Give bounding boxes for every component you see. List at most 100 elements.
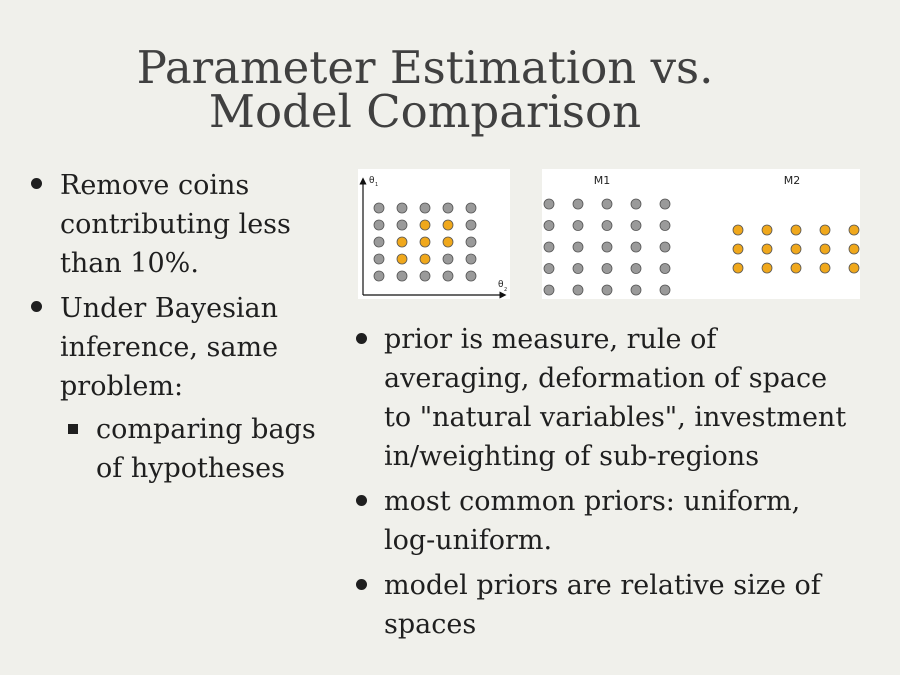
highlighted-parameter-dot (419, 219, 431, 231)
model-1-dot (543, 220, 555, 231)
bullet-item: Remove coins contributing less than 10%. (31, 166, 340, 283)
parameter-dot (442, 202, 454, 214)
model-1-dot (601, 263, 613, 274)
highlighted-parameter-dot (419, 253, 431, 265)
bullet-text: most common priors: uniform, log-uniform… (384, 486, 801, 556)
model-2-dot (761, 262, 773, 274)
parameter-grid-plot: θ 1 θ 2 (359, 176, 507, 299)
model-1-dot (630, 241, 642, 253)
model-2-dot (790, 243, 802, 255)
parameter-dot (396, 270, 408, 282)
model-2-dot (819, 224, 831, 236)
bullet-text: Under Bayesian inference, same problem: (60, 293, 279, 402)
model-comparison-plot: M1 M2 (543, 174, 860, 296)
model-1-dot (659, 284, 671, 296)
bullet-dot-icon (31, 178, 42, 189)
parameter-dot (465, 202, 477, 214)
slide-title-line-2: Model Comparison (208, 85, 642, 138)
bullet-item: Under Bayesian inference, same problem: … (31, 289, 340, 488)
model-2-dot (790, 224, 802, 236)
model-1-dot (659, 263, 671, 274)
slide-title: Parameter Estimation vs. Model Compariso… (0, 41, 850, 138)
model-1-dot (572, 284, 584, 296)
highlighted-parameter-dot (442, 236, 454, 248)
sub-bullet-text: comparing bags of hypotheses (96, 414, 316, 484)
model-1-dot (601, 284, 613, 296)
model-1-dot (543, 241, 555, 253)
right-bullet-list: prior is measure, rule of averaging, def… (356, 320, 854, 650)
model-comparison-figure: M1 M2 (542, 169, 860, 299)
sub-bullet-item: comparing bags of hypotheses (60, 410, 340, 488)
parameter-dot (373, 202, 385, 214)
parameter-dot (465, 236, 477, 248)
model-1-dot (659, 241, 671, 253)
model-1-dot (543, 198, 555, 210)
y-axis-label-sub: 1 (375, 182, 378, 188)
model-2-dots (732, 224, 860, 274)
model-2-dot (761, 224, 773, 236)
parameter-dot (373, 236, 385, 248)
parameter-dot (373, 253, 385, 265)
model-2-dot (732, 243, 744, 255)
model-2-dot (819, 243, 831, 255)
bullet-text: prior is measure, rule of averaging, def… (384, 324, 847, 472)
model-1-dot (601, 198, 613, 210)
parameter-dot (396, 202, 408, 214)
bullet-dot-icon (31, 301, 42, 312)
highlighted-parameter-dot (396, 236, 408, 248)
model-2-dot (790, 262, 802, 274)
model-2-dot (848, 262, 860, 274)
model-2-dot (848, 243, 860, 255)
model-2-dot (732, 262, 744, 274)
model-1-dot (659, 220, 671, 231)
slide-title-line-1: Parameter Estimation vs. (136, 41, 714, 94)
model-1-dot (630, 198, 642, 210)
model-1-dot (543, 284, 555, 296)
bullet-text: model priors are relative size of spaces (384, 570, 821, 640)
parameter-dot (396, 219, 408, 231)
x-axis-label: θ (498, 280, 504, 290)
parameter-dot (419, 270, 431, 282)
highlighted-parameter-dot (419, 236, 431, 248)
bullet-item: prior is measure, rule of averaging, def… (356, 320, 854, 476)
parameter-dot (465, 219, 477, 231)
parameter-grid-figure: θ 1 θ 2 (358, 169, 510, 299)
parameter-dots (373, 202, 477, 282)
y-axis-label: θ (369, 176, 375, 186)
model-1-dot (572, 220, 584, 231)
model-1-dot (659, 198, 671, 210)
parameter-dot (465, 270, 477, 282)
sub-bullet-list: comparing bags of hypotheses (60, 410, 340, 488)
bullet-text: Remove coins contributing less than 10%. (60, 170, 291, 279)
x-axis-label-sub: 2 (504, 287, 507, 293)
model-2-dot (732, 224, 744, 236)
model-2-dot (848, 224, 860, 236)
parameter-dot (373, 219, 385, 231)
left-bullet-list: Remove coins contributing less than 10%.… (31, 166, 340, 494)
highlighted-parameter-dot (442, 219, 454, 231)
bullet-item: most common priors: uniform, log-uniform… (356, 482, 854, 560)
parameter-dot (465, 253, 477, 265)
model-1-label: M1 (594, 174, 611, 187)
parameter-dot (373, 270, 385, 282)
model-2-dot (761, 243, 773, 255)
model-1-dot (601, 220, 613, 231)
parameter-dot (442, 270, 454, 282)
bullet-dot-icon (356, 333, 367, 344)
model-1-dot (572, 198, 584, 210)
model-2-dot (819, 262, 831, 274)
bullet-item: model priors are relative size of spaces (356, 566, 854, 644)
model-1-dot (630, 220, 642, 231)
model-1-dot (630, 263, 642, 274)
parameter-dot (419, 202, 431, 214)
model-1-dot (543, 263, 555, 274)
bullet-dot-icon (356, 495, 367, 506)
model-1-dot (630, 284, 642, 296)
model-1-dot (572, 241, 584, 253)
highlighted-parameter-dot (396, 253, 408, 265)
model-1-dots (543, 198, 671, 296)
model-1-dot (601, 241, 613, 253)
square-bullet-icon (68, 424, 78, 434)
bullet-dot-icon (356, 579, 367, 590)
model-2-label: M2 (784, 174, 801, 187)
